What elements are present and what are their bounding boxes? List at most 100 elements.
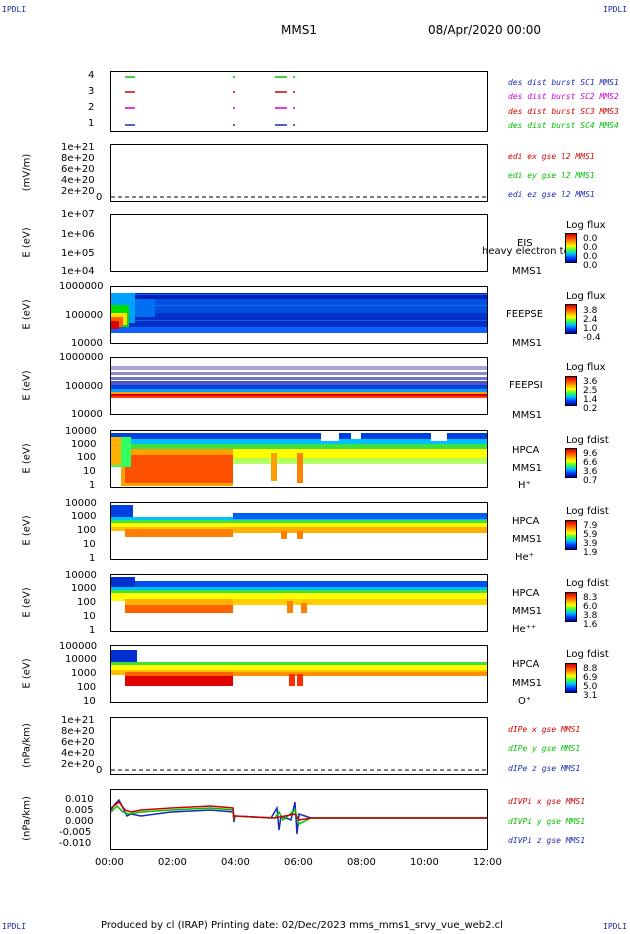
p3-instrument: EIS <box>517 238 533 249</box>
p7-ytick: 1000 <box>71 511 97 522</box>
panel-burst <box>110 71 488 132</box>
p7-cb-value: 7.9 <box>583 521 598 531</box>
p5-spacecraft: MMS1 <box>512 410 542 421</box>
p8-ylabel: E (eV) <box>21 587 33 618</box>
p4-cb-value: 2.4 <box>583 315 598 325</box>
p1-legend-sc4: des dist burst SC4 MMS4 <box>508 121 619 130</box>
hpca-he1-spectrogram <box>111 505 487 539</box>
p6-ytick: 1 <box>89 480 96 491</box>
panel-edi <box>110 144 488 202</box>
p2-ytick: 8e+20 <box>61 153 95 164</box>
p8-cb-value: 1.6 <box>583 620 598 630</box>
p9-ytick: 100000 <box>59 641 98 652</box>
p9-cb-value: 5.0 <box>583 682 598 692</box>
p6-ytick: 100 <box>77 452 97 463</box>
p6-cb-value: 9.6 <box>583 449 598 459</box>
p8-cb-value: 8.3 <box>583 593 598 603</box>
p7-spacecraft: MMS1 <box>512 534 542 545</box>
corner-label-tl: IPDLI <box>2 5 27 14</box>
p8-colorbar <box>565 592 577 622</box>
p4-colorbar <box>565 304 577 334</box>
p5-cb-value: 2.5 <box>583 386 598 396</box>
p9-cb-value: 6.9 <box>583 673 598 683</box>
p5-colorbar <box>565 376 577 406</box>
p7-ytick: 10000 <box>65 498 97 509</box>
p9-cb-title: Log fdist <box>566 649 609 660</box>
divpi-series-z <box>111 798 487 835</box>
p3-ytick: 1e+07 <box>61 209 95 220</box>
p3-colorbar <box>565 233 577 263</box>
xaxis-tick: 12:00 <box>473 857 502 868</box>
panel-eis <box>110 214 488 272</box>
hpca-o-spectrogram <box>111 650 487 686</box>
p1-ytick: 4 <box>88 70 95 81</box>
corner-label-tr: IPDLI <box>603 5 628 14</box>
p8-cb-value: 3.8 <box>583 611 598 621</box>
p11-ytick: -0.005 <box>59 827 92 838</box>
p9-spacecraft: MMS1 <box>512 678 542 689</box>
p4-ytick: 100000 <box>65 310 104 321</box>
p7-cb-value: 1.9 <box>583 548 598 558</box>
p1-legend-sc3: des dist burst SC3 MMS3 <box>508 107 619 116</box>
panel-feeps-i <box>110 357 488 415</box>
p2-ytick: 2e+20 <box>61 186 95 197</box>
p9-colorbar <box>565 663 577 693</box>
p5-cb-value: 1.4 <box>583 395 598 405</box>
xaxis-tick: 06:00 <box>284 857 313 868</box>
p10-ytick: 8e+20 <box>61 726 95 737</box>
p3-overlay: heavy electron tof <box>482 246 574 257</box>
p11-legend-x: dIVPi x gse MMS1 <box>508 797 586 806</box>
p1-legend-sc2: des dist burst SC2 MMS2 <box>508 92 619 101</box>
hpca-h-spectrogram <box>111 431 487 486</box>
p6-ylabel: E (eV) <box>21 443 33 474</box>
p6-cb-value: 6.6 <box>583 458 598 468</box>
p3-ytick: 1e+04 <box>61 266 95 277</box>
p5-ytick: 100000 <box>65 381 104 392</box>
panel-hpca-he1 <box>110 502 488 560</box>
divpi-series-x <box>111 800 487 821</box>
p1-ytick: 2 <box>88 102 95 113</box>
p7-instrument: HPCA <box>512 516 540 527</box>
hpca-he2-spectrogram <box>111 577 487 613</box>
p7-cb-value: 3.9 <box>583 539 598 549</box>
p9-cb-value: 3.1 <box>583 691 598 701</box>
date-title: 08/Apr/2020 00:00 <box>428 23 542 37</box>
xaxis-tick: 08:00 <box>347 857 376 868</box>
p7-ytick: 1 <box>89 553 96 564</box>
p7-ylabel: E (eV) <box>21 515 33 546</box>
p3-cb-value: 0.0 <box>583 234 598 244</box>
p8-instrument: HPCA <box>512 588 540 599</box>
p10-ytick: 1e+21 <box>61 715 95 726</box>
xaxis-tick: 04:00 <box>221 857 250 868</box>
p2-legend-y: edi ey gse l2 MMS1 <box>508 171 595 180</box>
p1-ytick: 1 <box>88 118 95 129</box>
p4-cb-title: Log flux <box>566 291 606 302</box>
xaxis-tick: 00:00 <box>95 857 124 868</box>
p10-ytick: 4e+20 <box>61 748 95 759</box>
p1-legend-sc1: des dist burst SC1 MMS1 <box>508 78 619 87</box>
xaxis-tick: 02:00 <box>158 857 187 868</box>
p11-ytick: 0.005 <box>65 805 94 816</box>
p4-cb-value: 3.8 <box>583 306 598 316</box>
p1-ytick: 3 <box>88 86 95 97</box>
p6-cb-value: 3.6 <box>583 467 598 477</box>
p3-spacecraft: MMS1 <box>512 266 542 277</box>
p5-cb-value: 3.6 <box>583 377 598 387</box>
p6-cb-value: 0.7 <box>583 476 598 486</box>
p8-species: He⁺⁺ <box>512 624 537 635</box>
p8-ytick: 1 <box>89 625 96 636</box>
p3-cb-value: 0.0 <box>583 252 598 262</box>
p9-ytick: 10 <box>83 696 96 707</box>
p8-ytick: 100 <box>77 597 97 608</box>
p8-ytick: 10 <box>83 611 96 622</box>
p3-cb-value: 0.0 <box>583 243 598 253</box>
p6-colorbar <box>565 448 577 478</box>
panel-divpi <box>110 789 488 850</box>
p11-ytick: -0.010 <box>59 838 92 849</box>
panel-hpca-he2 <box>110 574 488 632</box>
p9-ylabel: E (eV) <box>21 658 33 689</box>
p9-ytick: 10000 <box>65 654 97 665</box>
p5-cb-value: 0.2 <box>583 404 598 414</box>
p11-legend-z: dIVPi z gse MMS1 <box>508 836 586 845</box>
p8-cb-title: Log fdist <box>566 578 609 589</box>
